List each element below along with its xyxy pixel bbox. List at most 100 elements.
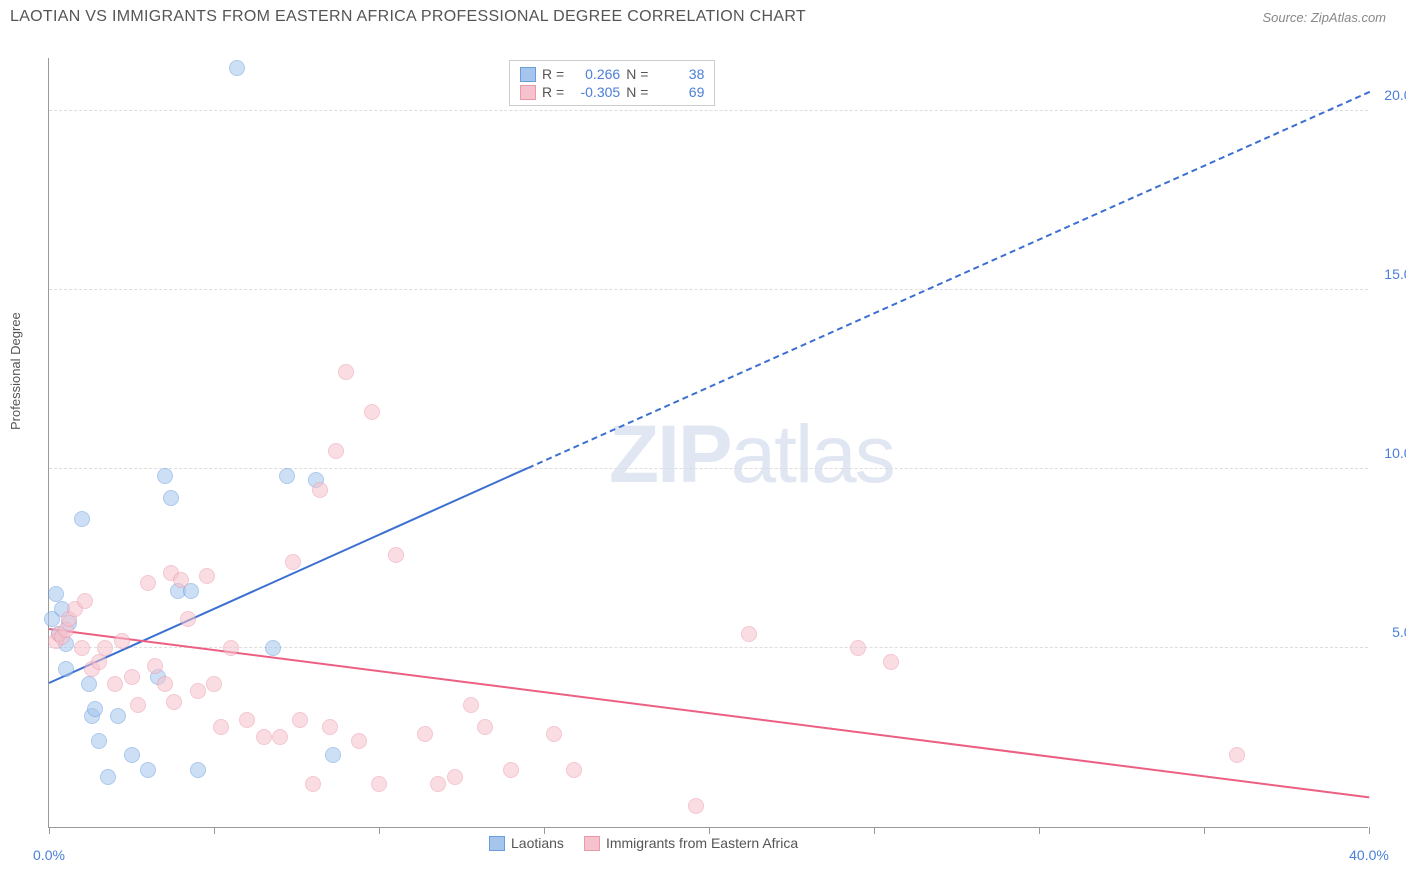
data-point [430, 776, 446, 792]
data-point [566, 762, 582, 778]
data-point [157, 676, 173, 692]
gridline [49, 647, 1368, 648]
data-point [477, 719, 493, 735]
data-point [81, 676, 97, 692]
y-tick-label: 10.0% [1384, 445, 1406, 461]
data-point [147, 658, 163, 674]
data-point [110, 708, 126, 724]
data-point [130, 697, 146, 713]
data-point [157, 468, 173, 484]
r-value-eafrica: -0.305 [570, 84, 620, 100]
source-attribution: Source: ZipAtlas.com [1262, 10, 1386, 25]
data-point [256, 729, 272, 745]
series-name-eafrica: Immigrants from Eastern Africa [606, 835, 798, 851]
data-point [463, 697, 479, 713]
data-point [180, 611, 196, 627]
x-tick [709, 827, 710, 834]
data-point [850, 640, 866, 656]
data-point [447, 769, 463, 785]
x-tick [49, 827, 50, 834]
legend-row-laotians: R = 0.266 N = 38 [520, 65, 704, 83]
data-point [388, 547, 404, 563]
data-point [173, 572, 189, 588]
data-point [213, 719, 229, 735]
data-point [417, 726, 433, 742]
watermark: ZIPatlas [609, 408, 894, 502]
data-point [272, 729, 288, 745]
data-point [223, 640, 239, 656]
correlation-legend: R = 0.266 N = 38 R = -0.305 N = 69 [509, 60, 715, 106]
n-value-eafrica: 69 [654, 84, 704, 100]
data-point [338, 364, 354, 380]
data-point [285, 554, 301, 570]
data-point [229, 60, 245, 76]
data-point [741, 626, 757, 642]
data-point [292, 712, 308, 728]
data-point [140, 575, 156, 591]
data-point [114, 633, 130, 649]
data-point [503, 762, 519, 778]
data-point [87, 701, 103, 717]
data-point [124, 747, 140, 763]
data-point [305, 776, 321, 792]
data-point [190, 683, 206, 699]
n-label: N = [626, 84, 648, 100]
data-point [265, 640, 281, 656]
gridline [49, 289, 1368, 290]
x-tick [214, 827, 215, 834]
swatch-laotians-icon [520, 67, 536, 82]
data-point [77, 593, 93, 609]
data-point [100, 769, 116, 785]
data-point [190, 762, 206, 778]
n-label: N = [626, 66, 648, 82]
x-tick [544, 827, 545, 834]
data-point [58, 661, 74, 677]
data-point [328, 443, 344, 459]
legend-item-eafrica: Immigrants from Eastern Africa [584, 835, 798, 851]
swatch-eafrica-icon [520, 85, 536, 100]
gridline [49, 110, 1368, 111]
data-point [74, 511, 90, 527]
data-point [91, 733, 107, 749]
data-point [199, 568, 215, 584]
data-point [124, 669, 140, 685]
data-point [206, 676, 222, 692]
x-tick [1204, 827, 1205, 834]
x-tick-label: 40.0% [1349, 847, 1389, 863]
chart-title: LAOTIAN VS IMMIGRANTS FROM EASTERN AFRIC… [10, 8, 806, 26]
r-label: R = [542, 84, 564, 100]
data-point [163, 490, 179, 506]
n-value-laotians: 38 [654, 66, 704, 82]
trend-line [527, 91, 1369, 469]
legend-row-eafrica: R = -0.305 N = 69 [520, 83, 704, 101]
x-tick [874, 827, 875, 834]
swatch-eafrica-icon [584, 836, 600, 851]
data-point [688, 798, 704, 814]
series-name-laotians: Laotians [511, 835, 564, 851]
x-tick [1369, 827, 1370, 834]
data-point [546, 726, 562, 742]
gridline [49, 468, 1368, 469]
y-axis-label: Professional Degree [8, 312, 23, 430]
data-point [371, 776, 387, 792]
data-point [325, 747, 341, 763]
y-tick-label: 5.0% [1392, 624, 1406, 640]
legend-item-laotians: Laotians [489, 835, 564, 851]
data-point [883, 654, 899, 670]
scatter-chart: R = 0.266 N = 38 R = -0.305 N = 69 ZIPat… [48, 58, 1368, 828]
data-point [166, 694, 182, 710]
data-point [239, 712, 255, 728]
data-point [1229, 747, 1245, 763]
swatch-laotians-icon [489, 836, 505, 851]
r-value-laotians: 0.266 [570, 66, 620, 82]
data-point [351, 733, 367, 749]
trend-line [49, 467, 528, 684]
x-tick [1039, 827, 1040, 834]
data-point [312, 482, 328, 498]
series-legend: Laotians Immigrants from Eastern Africa [489, 835, 798, 851]
data-point [74, 640, 90, 656]
x-tick-label: 0.0% [33, 847, 65, 863]
data-point [91, 654, 107, 670]
y-tick-label: 20.0% [1384, 87, 1406, 103]
data-point [140, 762, 156, 778]
